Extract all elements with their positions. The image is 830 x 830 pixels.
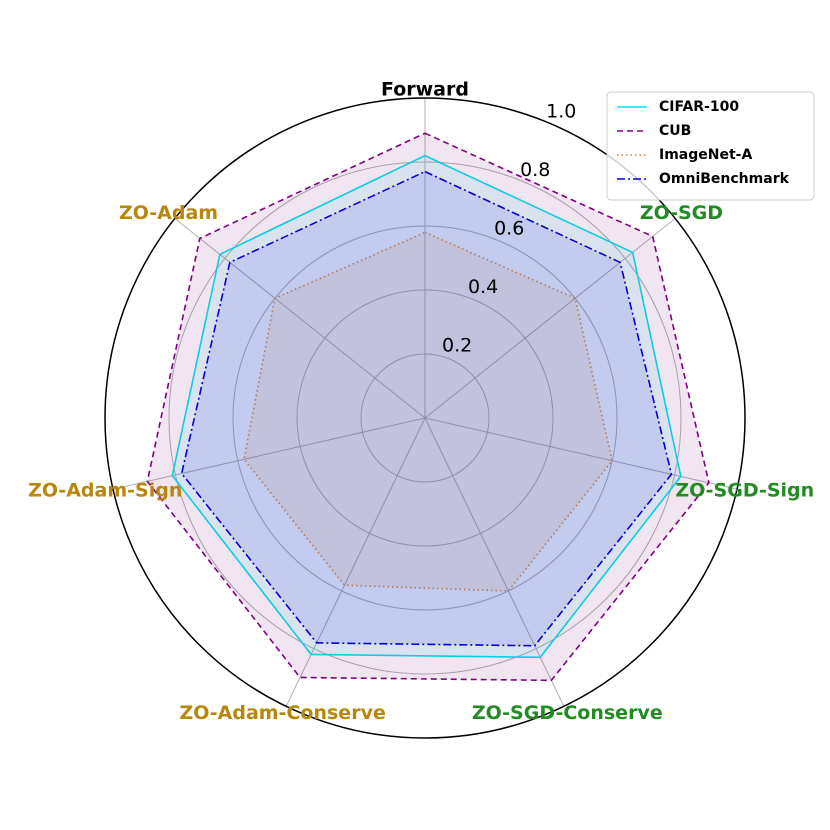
grid-ring	[360, 353, 490, 483]
r-tick-label: 0.2	[442, 334, 472, 356]
legend-label: OmniBenchmark	[659, 171, 790, 187]
series-area	[244, 232, 613, 591]
category-label: ZO-Adam-Sign	[28, 479, 182, 501]
spoke	[424, 417, 565, 707]
series-area	[172, 155, 681, 658]
category-label: ZO-SGD-Conserve	[472, 702, 663, 724]
legend-label: ImageNet-A	[659, 147, 752, 163]
grid-ring	[232, 225, 618, 611]
series-area	[181, 171, 672, 646]
series-line	[243, 231, 614, 592]
category-label: ZO-SGD	[640, 202, 723, 224]
legend-box	[606, 91, 815, 201]
category-label: Forward	[381, 79, 469, 101]
spoke	[112, 417, 426, 490]
outer-ring	[104, 97, 746, 739]
series-line	[146, 132, 710, 682]
r-tick-label: 1.0	[546, 100, 576, 122]
category-label: ZO-Adam-Conserve	[180, 702, 386, 724]
series-area	[147, 133, 709, 681]
legend-label: CIFAR-100	[659, 99, 739, 115]
r-tick-label: 0.6	[494, 217, 524, 239]
category-label: ZO-SGD-Sign	[675, 479, 814, 501]
spoke	[424, 218, 676, 419]
legend: CIFAR-100 CUB ImageNet-A OmniBenchmark	[606, 91, 815, 201]
legend-label: CUB	[659, 123, 691, 139]
series-line	[171, 154, 682, 659]
r-tick-label: 0.4	[468, 276, 498, 298]
grid-ring	[296, 289, 554, 547]
spoke	[174, 218, 426, 419]
spoke	[285, 417, 426, 707]
spoke	[424, 417, 738, 490]
grid-ring	[168, 161, 682, 675]
category-label: ZO-Adam	[119, 202, 218, 224]
series-line	[180, 170, 673, 647]
r-tick-label: 0.8	[520, 159, 550, 181]
